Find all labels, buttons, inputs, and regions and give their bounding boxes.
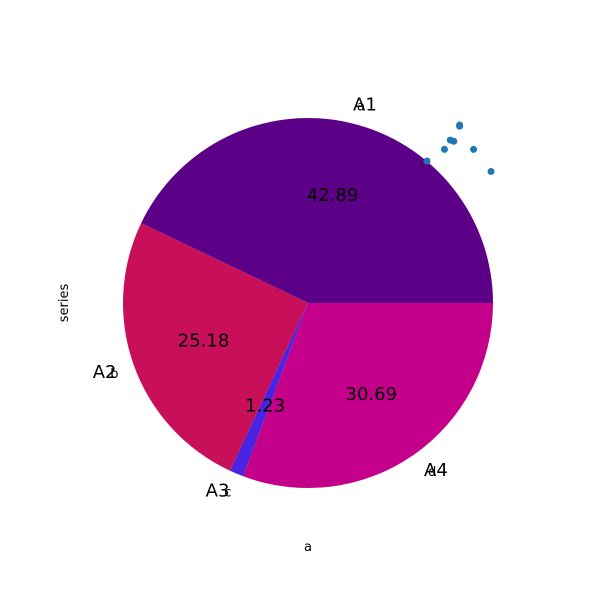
category-label-a4: A4 [424,460,448,481]
pie-slice-a1 [141,117,494,304]
category-label-a2: A2 [93,362,117,383]
pct-label-a1: 42.89 [307,185,359,206]
scatter-point [470,145,478,153]
scatter-point [423,157,431,165]
category-label-a3: A3 [206,481,230,502]
scatter-point [450,137,458,145]
pie-slice-a4 [243,303,493,488]
scatter-point [456,122,464,130]
small-label-d: d [428,465,436,480]
small-label-c: c [224,486,231,501]
scatter-point [487,167,495,175]
pct-label-a4: 30.69 [346,384,398,405]
x-axis-label: a [304,540,312,555]
pie-slices [123,117,494,488]
category-label-a1: A1 [353,95,377,116]
pct-label-a3: 1.23 [245,395,285,416]
pie-slice-a3 [230,303,308,477]
small-label-a: a [357,100,365,115]
small-label-b: b [110,367,118,382]
pct-label-a2: 25.18 [178,331,230,352]
scatter-point [440,145,448,153]
pie-slice-a2 [123,223,308,471]
scatter-overlay [423,121,495,175]
pie-labels: 42.89 aA1 25.18 bA2 1.23 cA3 30.69 dA4 [93,95,448,502]
y-axis-label: series [57,284,72,323]
